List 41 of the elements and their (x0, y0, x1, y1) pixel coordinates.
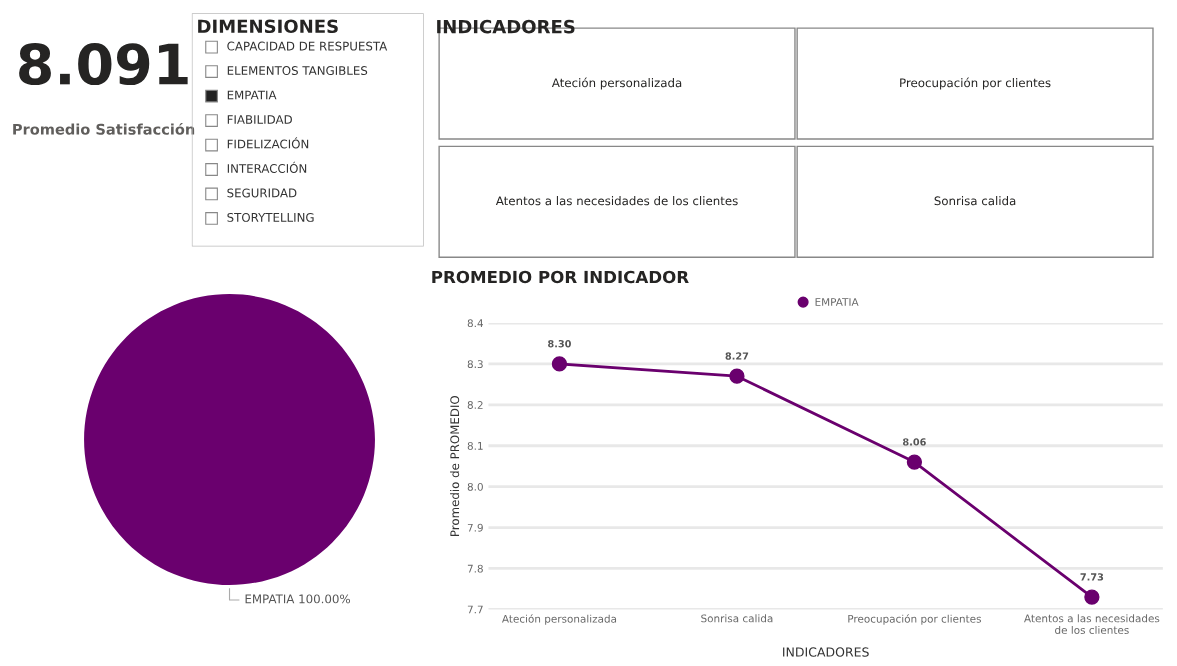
x-tick-label: Sonrisa calida (701, 614, 773, 623)
y-tick-label: 8.3 (467, 360, 483, 369)
point (906, 454, 923, 470)
point (1084, 589, 1100, 605)
x-axis-title: INDICADORES (783, 647, 869, 657)
category-label: SEGURIDAD (227, 188, 297, 198)
x-tick-label: Ateción personalizada (501, 614, 617, 625)
y-tick-label: 8.4 (467, 319, 484, 328)
category-label: ELEMENTOS TANGIBLES (227, 66, 368, 76)
y-tick-label: 8.2 (467, 401, 483, 409)
category-label: Sonrisa calida (934, 196, 1016, 206)
text: INDICADORES (437, 19, 575, 34)
data-label: 8.06 (903, 438, 926, 446)
y-tick-label: 7.9 (467, 523, 483, 532)
data-label: 7.73 (1080, 573, 1104, 581)
x-tick-label: Atentos a las necesidades de los clientes (1024, 614, 1160, 634)
point (729, 368, 745, 384)
category-label: Atentos a las necesidades de los clientes (495, 196, 738, 206)
text: DIMENSIONES (198, 19, 338, 34)
text: Promedio Satisfacción (13, 122, 195, 135)
chart-title: PROMEDIO POR INDICADOR (432, 270, 689, 284)
y-axis-title: Promedio de PROMEDIO (450, 395, 460, 536)
text: 8.091 (19, 43, 188, 86)
category-label: Preocupación por clientes (900, 77, 1051, 90)
category-label: FIDELIZACIÓN (227, 137, 309, 149)
category-label: INTERACCIÓN (227, 161, 307, 173)
y-tick-label: 8.1 (467, 441, 483, 450)
x-tick-label: Preocupación por clientes (848, 614, 981, 625)
data-label: 8.30 (548, 340, 571, 348)
data-label: 8.27 (725, 352, 749, 360)
y-tick-label: 8.0 (467, 482, 483, 491)
category-label: STORYTELLING (227, 212, 314, 222)
category-label: FIABILIDAD (227, 115, 292, 124)
category-label: CAPACIDAD DE RESPUESTA (227, 41, 388, 51)
category-label: Ateción personalizada (551, 77, 682, 90)
category-label: EMPATIA 100.00% (245, 594, 350, 604)
y-tick-label: 7.7 (467, 605, 483, 614)
text: EMPATIA (227, 90, 277, 100)
legend-label: EMPATIA (815, 298, 859, 306)
y-tick-label: 7.8 (467, 564, 483, 573)
point (551, 356, 568, 372)
